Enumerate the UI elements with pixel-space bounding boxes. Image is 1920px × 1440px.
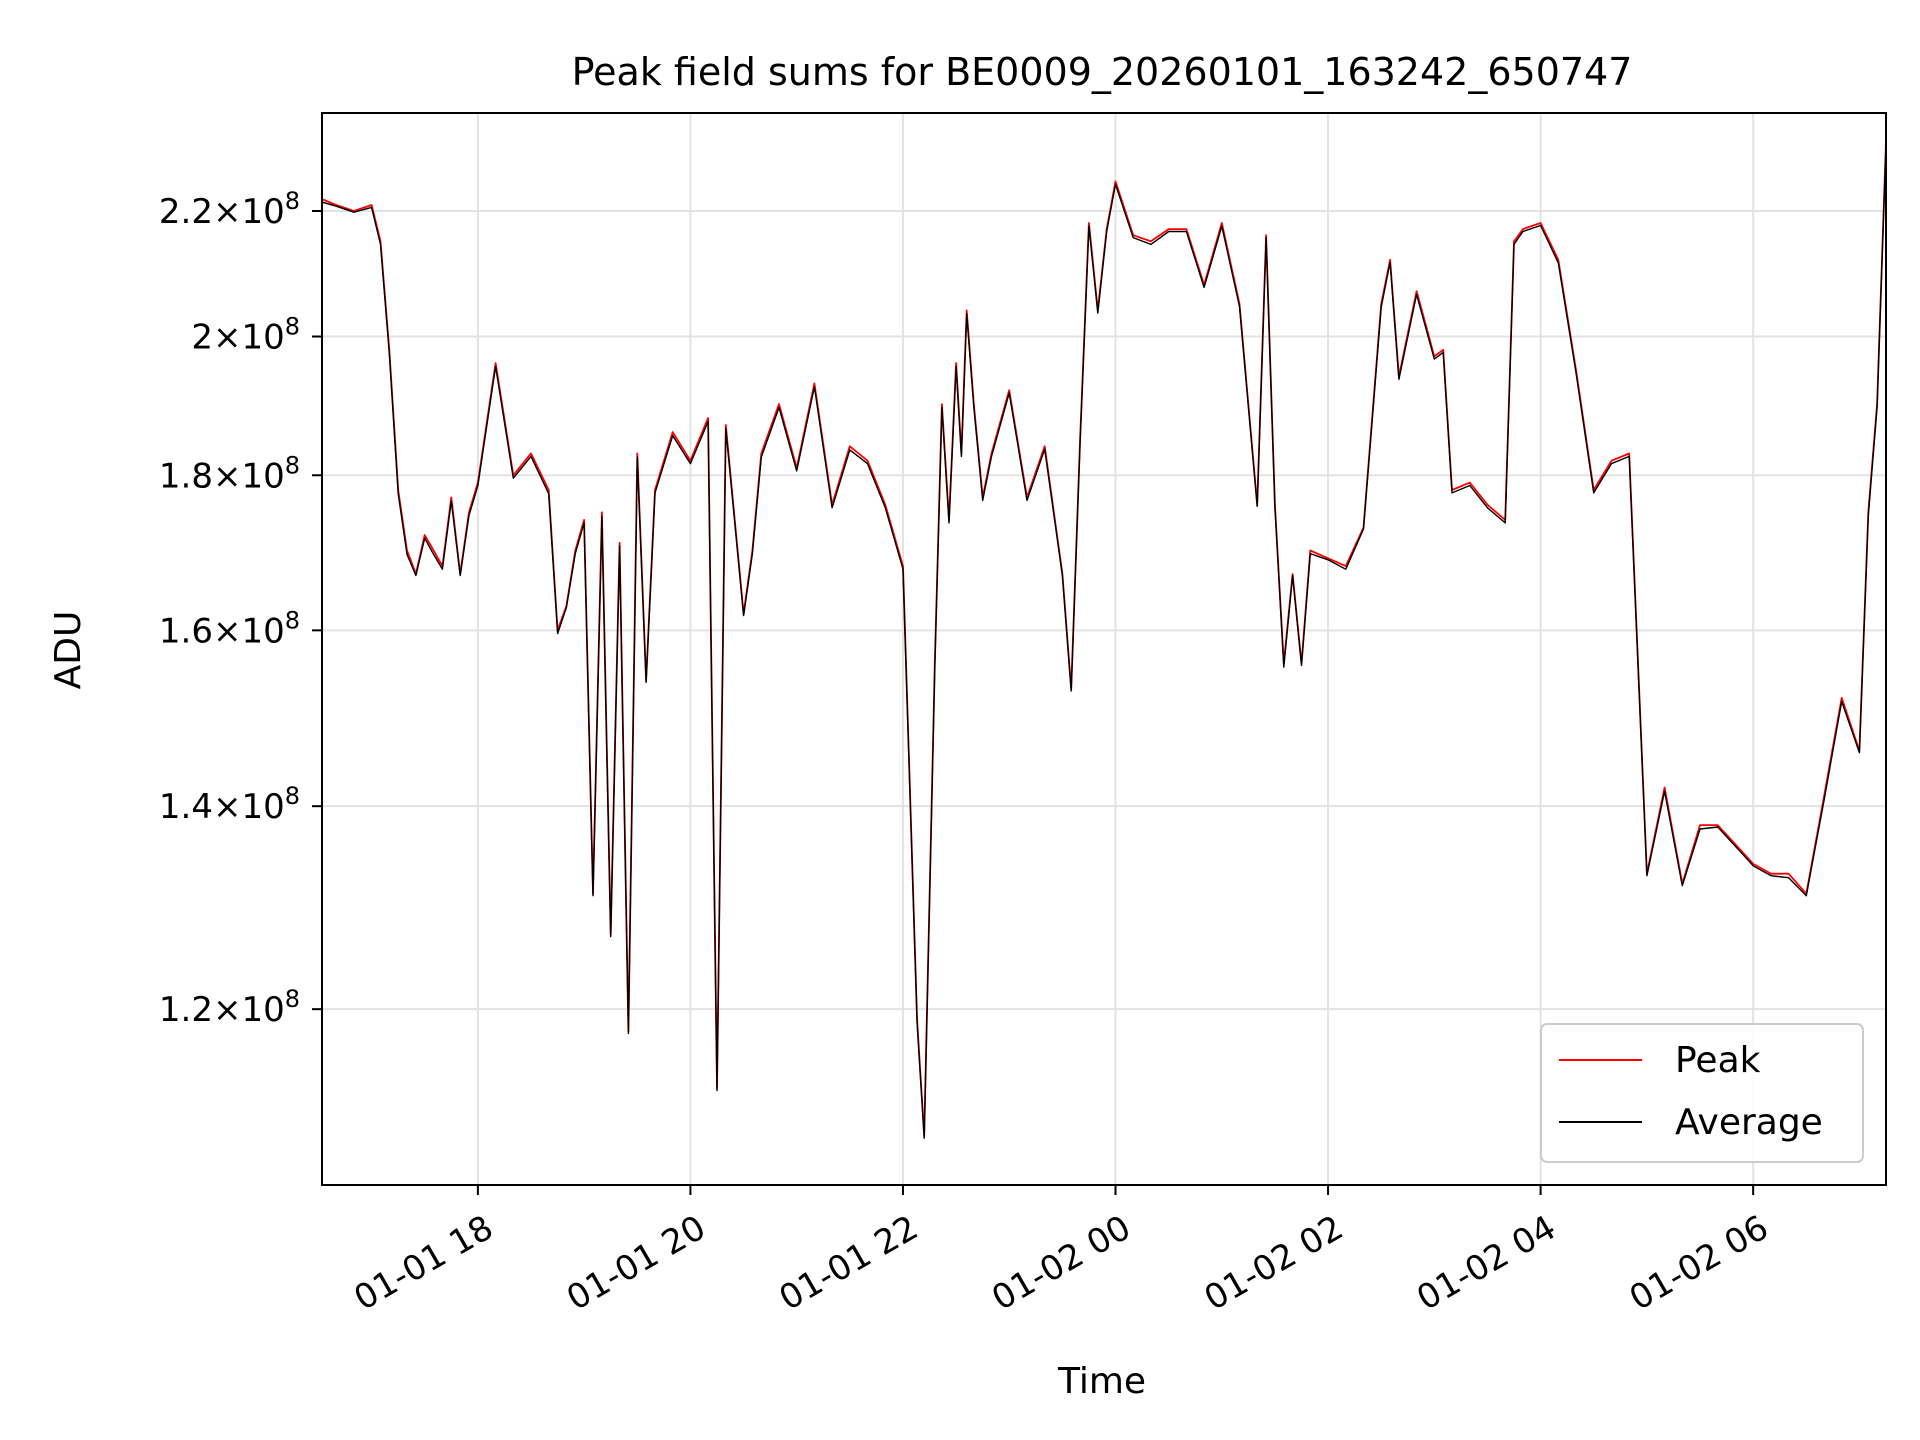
y-tick-label: 2.2×108 (159, 187, 300, 232)
legend-box (1540, 1023, 1864, 1163)
y-axis-label: ADU (48, 611, 89, 690)
y-axis: 1.2×108 1.4×108 1.6×108 1.8×108 2×108 2.2×108 (159, 187, 322, 1030)
y-tick-label: 1.8×108 (159, 451, 300, 496)
chart-title: Peak field sums for BE0009_20260101_1632… (572, 50, 1633, 94)
series-line-average (322, 143, 1886, 1139)
grid (322, 113, 1886, 1185)
legend-label-peak: Peak (1675, 1040, 1761, 1081)
y-tick-label: 2×108 (191, 313, 300, 358)
plot-frame (321, 112, 1887, 1186)
legend-label-average: Average (1675, 1102, 1823, 1143)
legend: Peak Average (1540, 1023, 1864, 1163)
x-axis-label: Time (1057, 1361, 1146, 1402)
y-tick-label: 1.2×108 (159, 985, 300, 1030)
plot-lines (322, 141, 1886, 1139)
y-tick-label: 1.6×108 (159, 606, 300, 651)
y-tick-label: 1.4×108 (159, 782, 300, 827)
